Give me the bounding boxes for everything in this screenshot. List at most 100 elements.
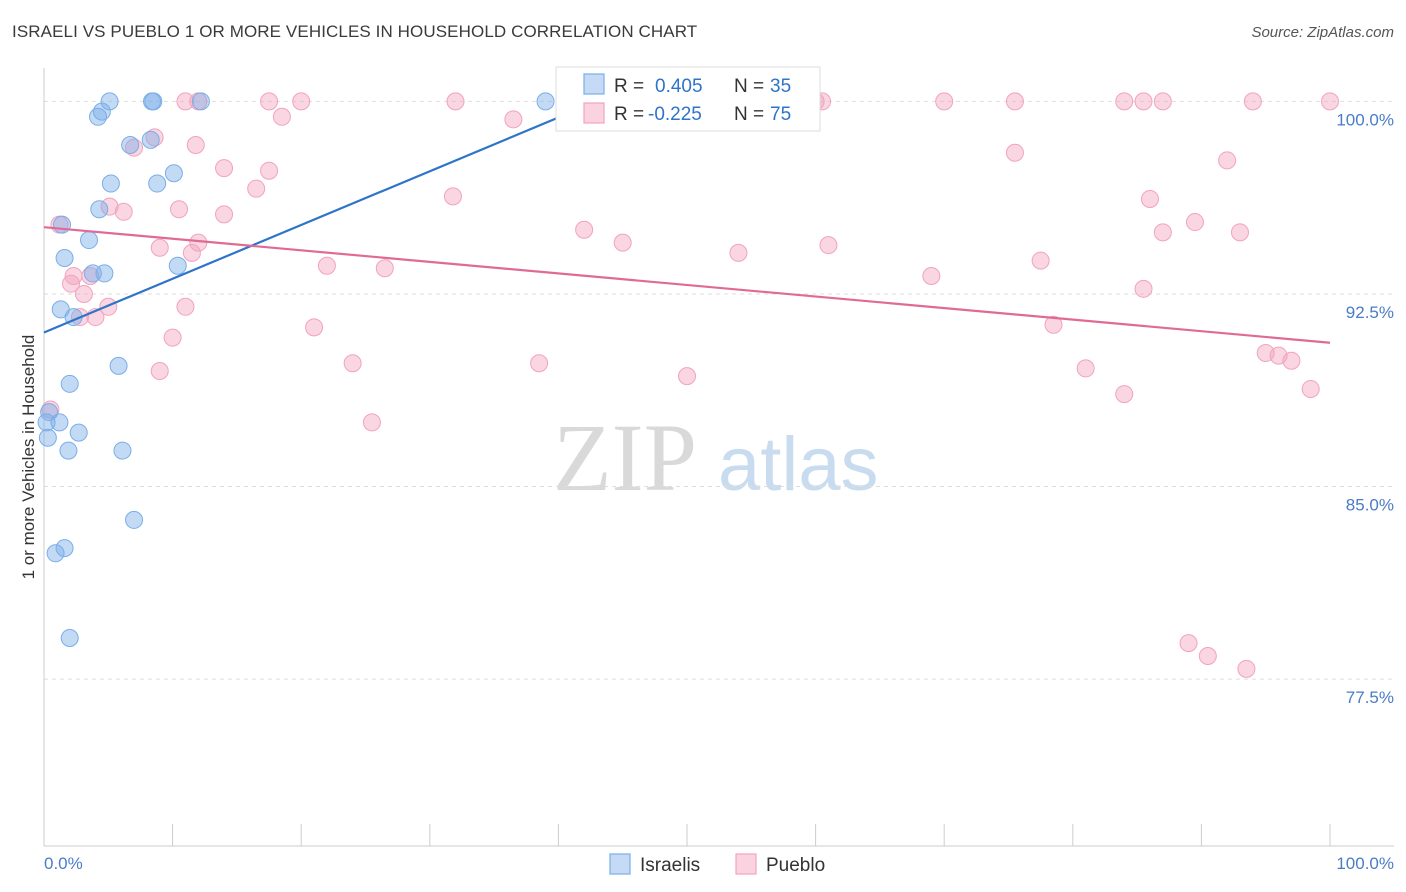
israelis-point — [37, 413, 56, 432]
pueblo-n-value: 75 — [770, 104, 791, 125]
israelis-trendline — [43, 100, 598, 334]
x-tick-label-0: 0.0% — [44, 854, 83, 873]
israelis-point — [100, 92, 119, 111]
pueblo-point — [1198, 646, 1217, 665]
israelis-point — [38, 428, 57, 447]
pueblo-point — [1153, 223, 1172, 242]
israelis-point — [60, 629, 79, 648]
israelis-point — [144, 92, 163, 111]
pueblo-point — [1301, 379, 1320, 398]
israelis-point — [60, 374, 79, 393]
axes — [43, 68, 1394, 847]
source-label: Source: ZipAtlas.com — [1251, 24, 1394, 41]
pueblo-point — [1005, 92, 1024, 111]
israelis-point — [55, 539, 74, 558]
israelis-point — [92, 102, 111, 121]
pueblo-point — [1115, 385, 1134, 404]
pueblo-point — [575, 220, 594, 239]
y-tick-label: 92.5% — [1346, 303, 1394, 322]
pueblo-point — [1076, 359, 1095, 378]
pueblo-point — [260, 92, 279, 111]
pueblo-stat-swatch — [583, 102, 605, 124]
pueblo-point — [1031, 251, 1050, 270]
israelis-point — [50, 413, 69, 432]
pueblo-point — [163, 328, 182, 347]
y-tick-label: 100.0% — [1336, 110, 1394, 129]
pueblo-point — [819, 236, 838, 255]
pueblo-point — [922, 266, 941, 285]
pueblo-point — [64, 266, 83, 285]
israelis-n-value: 35 — [770, 76, 791, 97]
israelis-point — [109, 356, 128, 375]
watermark-zip: ZIP — [553, 404, 697, 511]
pueblo-point — [81, 266, 100, 285]
pueblo-point — [443, 187, 462, 206]
israelis-point — [101, 174, 120, 193]
legend-label-pueblo: Pueblo — [766, 855, 825, 876]
israelis-stat-swatch — [583, 73, 605, 95]
pueblo-point — [729, 243, 748, 262]
y-tick-label: 77.5% — [1346, 688, 1394, 707]
israelis-point — [83, 264, 102, 283]
pueblo-point — [1230, 223, 1249, 242]
pueblo-point — [362, 413, 381, 432]
pueblo-r-label: R = — [614, 104, 644, 125]
israelis-n-label: N = — [734, 76, 764, 97]
pueblo-point — [176, 92, 195, 111]
chart-title: ISRAELI VS PUEBLO 1 OR MORE VEHICLES IN … — [12, 22, 698, 41]
legend-label-israelis: Israelis — [640, 855, 700, 876]
y-tick-labels: 77.5% 85.0% 92.5% 100.0% — [1336, 110, 1394, 707]
israelis-point — [53, 215, 72, 234]
pueblo-point — [1243, 92, 1262, 111]
pueblo-point — [1282, 351, 1301, 370]
pueblo-point — [343, 354, 362, 373]
israelis-points — [37, 92, 613, 648]
pueblo-point — [1179, 634, 1198, 653]
israelis-point — [59, 441, 78, 460]
pueblo-point — [504, 110, 523, 129]
israelis-point — [55, 249, 74, 268]
pueblo-point — [272, 107, 291, 126]
pueblo-point — [1237, 659, 1256, 678]
pueblo-point — [100, 197, 119, 216]
pueblo-point — [678, 367, 696, 386]
israelis-point — [121, 136, 140, 155]
pueblo-point — [182, 243, 201, 262]
stats-box: R = 0.405 N = 35 R = -0.225 N = 75 — [555, 66, 821, 132]
legend-swatch-israelis — [609, 853, 631, 875]
trendlines — [43, 100, 1331, 344]
pueblo-point — [1134, 92, 1153, 111]
pueblo-point — [446, 92, 465, 111]
israelis-point — [168, 256, 187, 275]
pueblo-trendline — [43, 226, 1331, 344]
pueblo-point — [305, 318, 324, 337]
israelis-point — [191, 92, 210, 111]
israelis-point — [69, 423, 88, 442]
pueblo-point — [613, 233, 632, 252]
israelis-point — [113, 441, 132, 460]
pueblo-point — [247, 179, 266, 198]
pueblo-point — [530, 354, 549, 373]
israelis-point — [46, 544, 65, 563]
pueblo-point — [1153, 92, 1172, 111]
israelis-point — [125, 510, 144, 529]
pueblo-point — [375, 259, 394, 278]
pueblo-r-value: -0.225 — [648, 104, 702, 125]
pueblo-point — [260, 161, 279, 180]
y-axis-title: 1 or more Vehicles in Household — [19, 335, 38, 580]
pueblo-point — [1140, 189, 1159, 208]
legend-swatch-pueblo — [735, 853, 757, 875]
pueblo-points — [41, 92, 1339, 678]
y-tick-label: 85.0% — [1346, 496, 1394, 515]
pueblo-point — [317, 256, 336, 275]
pueblo-point — [176, 297, 195, 316]
pueblo-point — [1185, 213, 1204, 232]
pueblo-point — [215, 205, 234, 224]
pueblo-point — [74, 284, 93, 303]
legend: Israelis Pueblo — [609, 853, 825, 876]
pueblo-point — [170, 200, 189, 219]
pueblo-point — [1321, 92, 1339, 111]
israelis-point — [148, 174, 167, 193]
pueblo-point — [292, 92, 311, 111]
